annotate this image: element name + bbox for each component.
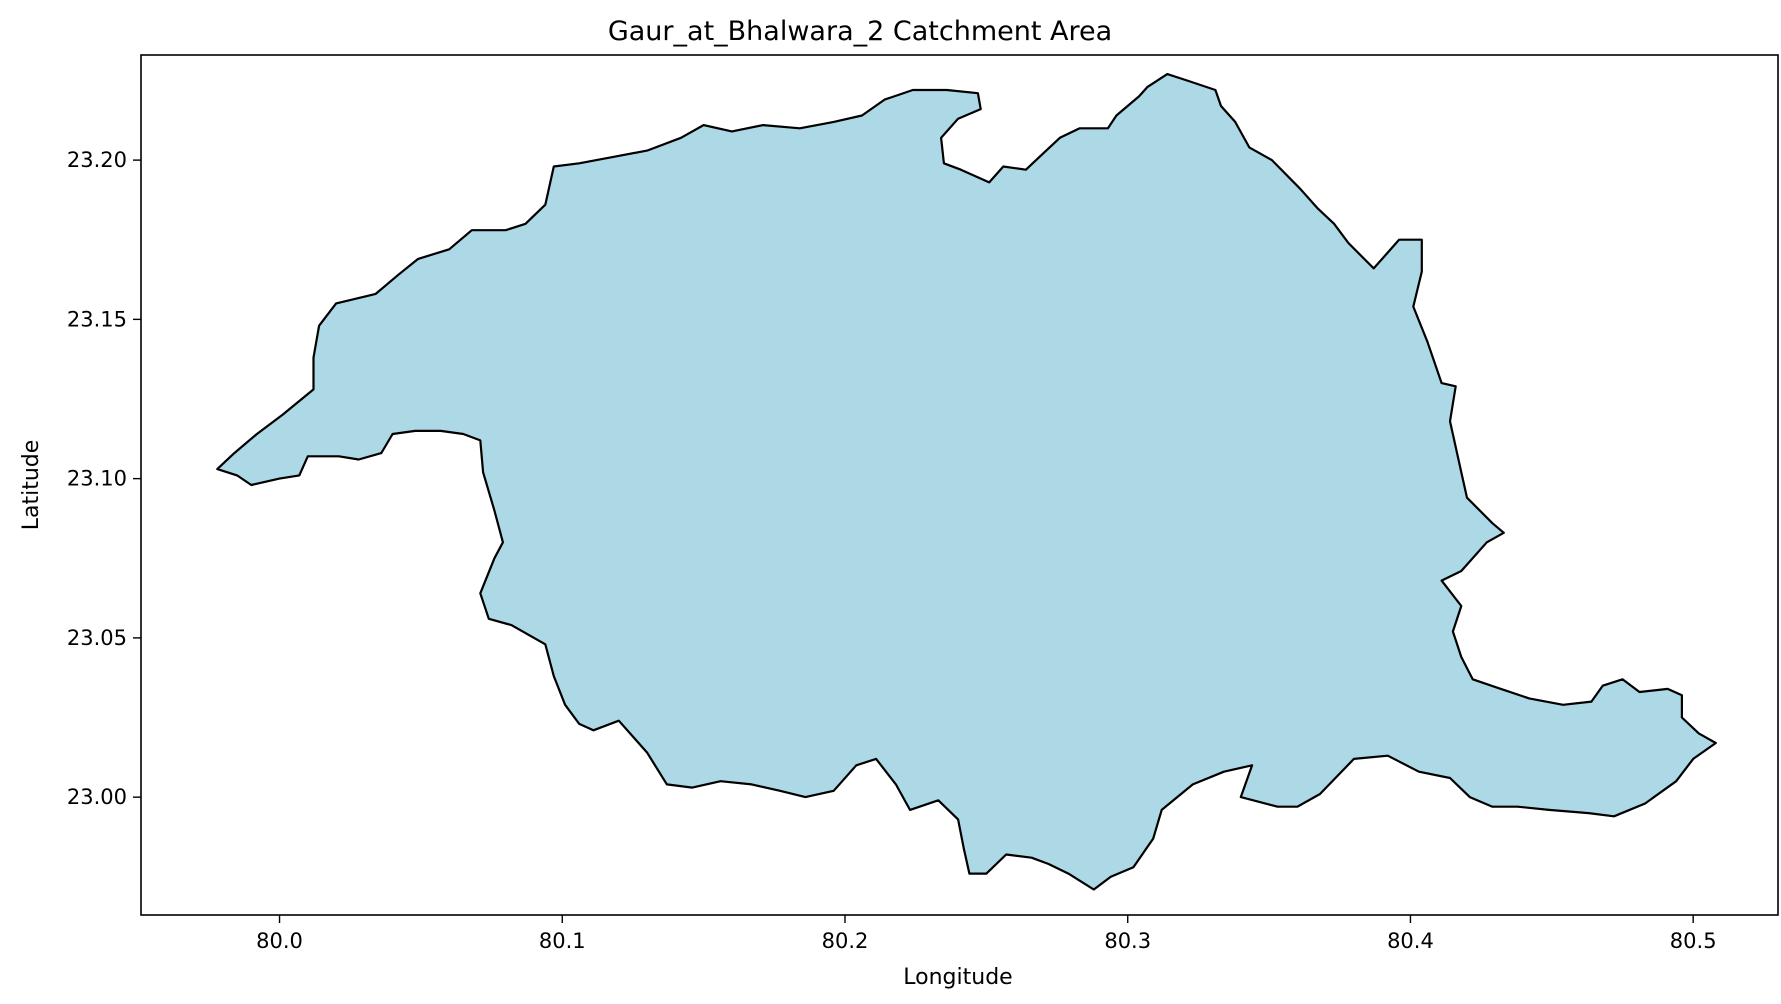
y-tick-label: 23.15	[67, 307, 127, 331]
map-title: Gaur_at_Bhalwara_2 Catchment Area	[608, 16, 1112, 47]
x-tick-label: 80.3	[1104, 929, 1151, 953]
plot-frame	[140, 54, 1779, 916]
x-axis-label: Longitude	[903, 965, 1012, 990]
x-tick-label: 80.1	[539, 929, 586, 953]
x-axis-ticks: 80.0 80.1 80.2 80.3 80.4 80.5	[256, 915, 1717, 953]
catchment-area-polygon	[216, 72, 1717, 891]
x-tick-label: 80.5	[1670, 929, 1717, 953]
y-tick-label: 23.20	[67, 148, 127, 172]
x-tick-label: 80.2	[822, 929, 869, 953]
y-axis-ticks: 23.00 23.05 23.10 23.15 23.20	[67, 148, 141, 809]
y-tick-label: 23.00	[67, 785, 127, 809]
y-axis-label: Latitude	[19, 440, 44, 531]
x-tick-label: 80.4	[1387, 929, 1434, 953]
x-tick-label: 80.0	[256, 929, 303, 953]
y-tick-label: 23.05	[67, 626, 127, 650]
y-tick-label: 23.10	[67, 467, 127, 491]
